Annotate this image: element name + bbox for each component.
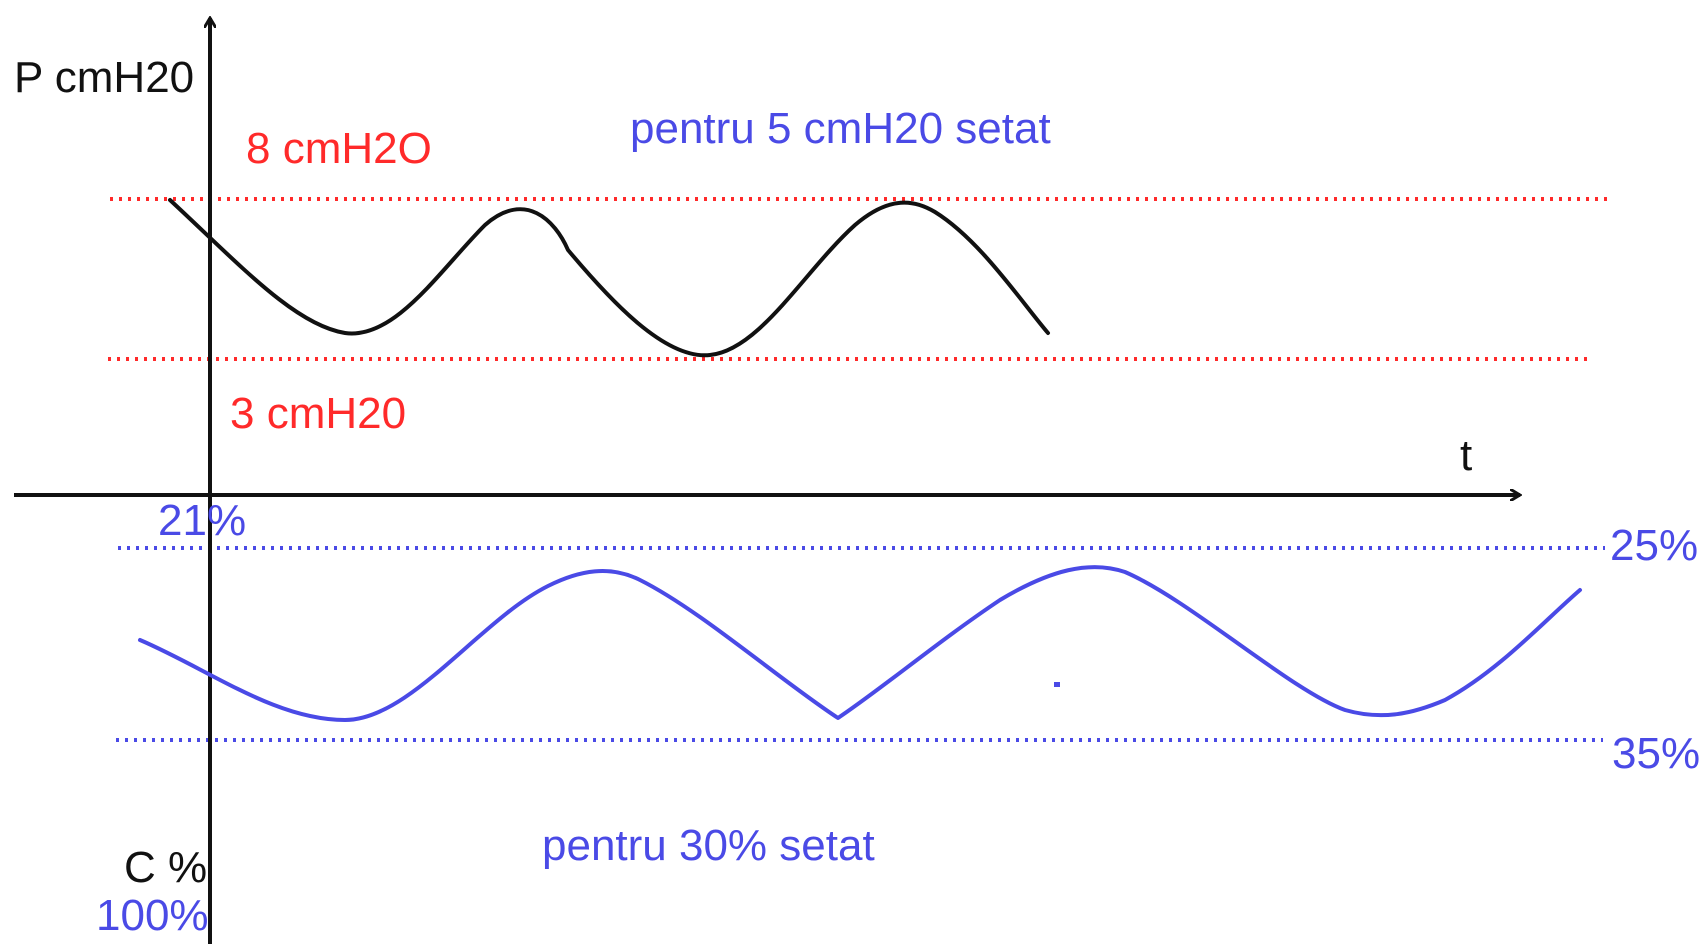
time-axis-label: t xyxy=(1460,431,1472,480)
concentration-lower-label: 35% xyxy=(1612,729,1700,778)
y-axis-top-label: P cmH20 xyxy=(14,53,194,102)
pressure-high-label: 8 cmH2O xyxy=(246,124,432,173)
y-axis-bottom-label: C % xyxy=(124,843,207,892)
pressure-setting-label: pentru 5 cmH20 setat xyxy=(630,104,1051,153)
bottom-value-label: 100% xyxy=(96,891,209,940)
stray-dot xyxy=(1054,682,1060,687)
concentration-setting-label: pentru 30% setat xyxy=(542,821,875,870)
concentration-upper-label: 25% xyxy=(1610,521,1698,570)
concentration-curve xyxy=(138,565,1582,722)
pressure-low-label: 3 cmH20 xyxy=(230,389,406,438)
origin-concentration-label: 21% xyxy=(158,496,246,545)
pressure-curve xyxy=(168,198,1050,358)
